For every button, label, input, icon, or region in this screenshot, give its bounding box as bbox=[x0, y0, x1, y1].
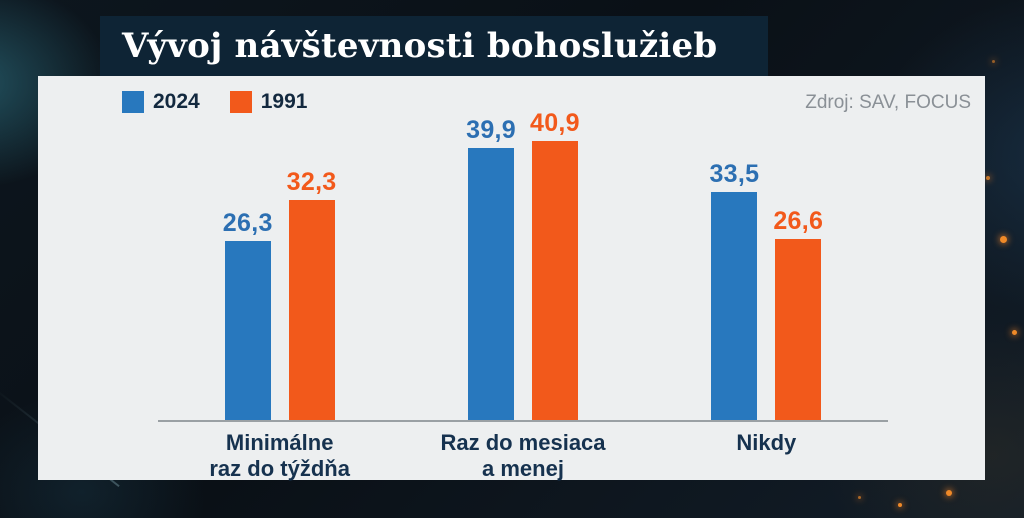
chart-title-bar: Vývoj návštevnosti bohoslužieb bbox=[100, 16, 768, 76]
category-axis: Minimálne raz do týždňa Raz do mesiaca a… bbox=[158, 422, 888, 482]
bar-1991 bbox=[775, 239, 822, 420]
bar-wrap: 39,9 bbox=[466, 116, 516, 420]
bar-value-2024: 33,5 bbox=[709, 160, 760, 188]
bar-wrap: 32,3 bbox=[287, 168, 337, 420]
bar-group-raz-do-mesiaca-a-menej: 39,9 40,9 bbox=[401, 109, 644, 420]
category-label: Nikdy bbox=[736, 430, 797, 455]
category-label: Minimálne raz do týždňa bbox=[209, 430, 350, 481]
bar-value-2024: 26,3 bbox=[222, 209, 273, 237]
category-label: Raz do mesiaca a menej bbox=[440, 430, 606, 481]
bar-2024 bbox=[711, 192, 758, 420]
plot-area: 26,3 32,3 39,9 40,9 bbox=[158, 109, 888, 422]
chart-header: 2024 1991 Zdroj: SAV, FOCUS bbox=[38, 76, 985, 114]
sparkle-dot bbox=[858, 496, 861, 499]
bar-wrap: 40,9 bbox=[530, 109, 580, 420]
source-credit: Zdroj: SAV, FOCUS bbox=[805, 92, 971, 113]
legend-item-1991: 1991 bbox=[229, 90, 308, 114]
legend-swatch-2024 bbox=[122, 91, 144, 113]
legend-item-2024: 2024 bbox=[122, 90, 200, 114]
bar-wrap: 26,3 bbox=[223, 209, 273, 420]
sparkle-dot bbox=[1012, 330, 1017, 335]
bar-2024 bbox=[468, 148, 515, 420]
bar-wrap: 33,5 bbox=[709, 160, 759, 420]
bar-1991 bbox=[288, 200, 335, 420]
bar-value-1991: 40,9 bbox=[529, 109, 580, 137]
legend: 2024 1991 bbox=[122, 90, 307, 114]
bar-wrap: 26,6 bbox=[773, 207, 823, 420]
bar-value-2024: 39,9 bbox=[466, 116, 516, 144]
bar-2024 bbox=[224, 241, 271, 420]
sparkle-dot bbox=[898, 503, 902, 507]
sparkle-dot bbox=[946, 490, 952, 496]
sparkle-dot bbox=[986, 176, 990, 180]
legend-label-2024: 2024 bbox=[153, 90, 200, 113]
bar-group-nikdy: 33,5 26,6 bbox=[645, 160, 888, 420]
legend-swatch-1991 bbox=[229, 91, 252, 113]
legend-label-1991: 1991 bbox=[260, 90, 308, 113]
bar-group-minimalne-raz-do-tyzdna: 26,3 32,3 bbox=[158, 168, 401, 420]
chart-panel: 2024 1991 Zdroj: SAV, FOCUS 26,3 32,3 bbox=[38, 76, 985, 482]
chart-title: Vývoj návštevnosti bohoslužieb bbox=[122, 26, 718, 66]
sparkle-dot bbox=[1000, 236, 1007, 243]
bar-chart: 26,3 32,3 39,9 40,9 bbox=[158, 109, 888, 482]
bar-value-1991: 26,6 bbox=[773, 207, 824, 235]
sparkle-dot bbox=[992, 60, 995, 63]
bar-value-1991: 32,3 bbox=[286, 168, 337, 196]
bar-1991 bbox=[531, 141, 578, 420]
